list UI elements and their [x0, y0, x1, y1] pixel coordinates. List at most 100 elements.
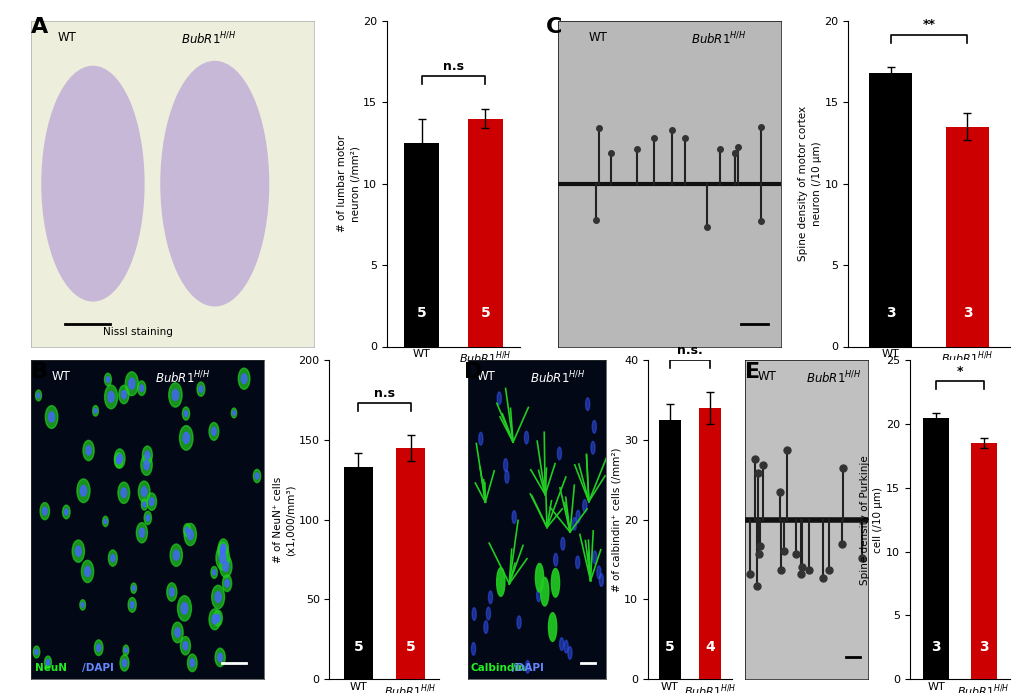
Ellipse shape: [199, 386, 203, 392]
Ellipse shape: [36, 390, 42, 401]
Ellipse shape: [118, 482, 129, 503]
Ellipse shape: [171, 622, 183, 643]
Text: 5: 5: [480, 306, 490, 320]
Ellipse shape: [253, 469, 261, 483]
Ellipse shape: [221, 544, 225, 552]
Ellipse shape: [483, 621, 487, 633]
Ellipse shape: [172, 389, 178, 401]
Y-axis label: Spine density of motor cortex
neuron (/10 μm): Spine density of motor cortex neuron (/1…: [798, 106, 821, 261]
Y-axis label: # of NeuN⁺ cells
(x1,000/mm³): # of NeuN⁺ cells (x1,000/mm³): [272, 477, 296, 563]
Ellipse shape: [106, 377, 109, 383]
Text: E: E: [744, 362, 759, 382]
Text: WT: WT: [58, 30, 76, 44]
Ellipse shape: [49, 412, 54, 422]
Ellipse shape: [46, 660, 50, 665]
Text: WT: WT: [588, 30, 607, 44]
Ellipse shape: [218, 542, 227, 559]
Ellipse shape: [143, 502, 146, 507]
Ellipse shape: [122, 659, 126, 667]
Ellipse shape: [582, 500, 586, 512]
Ellipse shape: [219, 552, 226, 563]
Ellipse shape: [82, 561, 94, 583]
Ellipse shape: [144, 511, 151, 525]
Text: NeuN: NeuN: [36, 663, 67, 673]
Ellipse shape: [85, 566, 91, 577]
Text: WT: WT: [52, 370, 70, 383]
Ellipse shape: [496, 392, 501, 405]
Ellipse shape: [170, 544, 182, 566]
Ellipse shape: [536, 589, 540, 602]
Bar: [468, 119, 502, 346]
Ellipse shape: [144, 460, 149, 470]
Text: 5: 5: [353, 640, 363, 653]
Ellipse shape: [472, 608, 476, 620]
Ellipse shape: [37, 393, 40, 398]
Ellipse shape: [117, 454, 122, 463]
Ellipse shape: [218, 653, 222, 662]
Ellipse shape: [145, 451, 150, 459]
Ellipse shape: [121, 488, 126, 498]
Ellipse shape: [187, 529, 193, 540]
Ellipse shape: [114, 453, 122, 468]
Ellipse shape: [147, 493, 156, 510]
Text: n.s.: n.s.: [677, 344, 702, 357]
Ellipse shape: [197, 382, 205, 396]
Ellipse shape: [42, 67, 144, 301]
Ellipse shape: [76, 479, 90, 502]
Ellipse shape: [212, 570, 215, 575]
Ellipse shape: [183, 432, 190, 444]
Ellipse shape: [114, 449, 125, 468]
Ellipse shape: [150, 498, 154, 506]
Ellipse shape: [220, 547, 224, 554]
Ellipse shape: [525, 660, 529, 673]
Ellipse shape: [553, 553, 557, 566]
Ellipse shape: [130, 583, 137, 593]
Ellipse shape: [146, 515, 150, 521]
Ellipse shape: [140, 528, 145, 537]
Bar: [922, 418, 949, 679]
Ellipse shape: [81, 486, 87, 496]
Ellipse shape: [225, 579, 229, 587]
Text: $BubR1^{H/H}$: $BubR1^{H/H}$: [805, 370, 860, 387]
Ellipse shape: [182, 642, 187, 650]
Ellipse shape: [79, 599, 86, 610]
Ellipse shape: [486, 607, 490, 620]
Bar: [698, 408, 720, 679]
Ellipse shape: [559, 638, 564, 651]
Ellipse shape: [166, 583, 176, 602]
Ellipse shape: [556, 447, 561, 460]
Ellipse shape: [209, 423, 219, 440]
Ellipse shape: [572, 518, 576, 530]
Text: B: B: [31, 362, 48, 382]
Ellipse shape: [143, 446, 152, 464]
Ellipse shape: [86, 446, 91, 455]
Ellipse shape: [120, 655, 128, 671]
Y-axis label: # of lumbar motor
neuron (/mm²): # of lumbar motor neuron (/mm²): [336, 135, 360, 232]
Text: A: A: [31, 17, 48, 37]
Ellipse shape: [219, 555, 231, 577]
Text: 3: 3: [930, 640, 940, 653]
Ellipse shape: [575, 556, 579, 569]
Ellipse shape: [592, 551, 596, 564]
Ellipse shape: [216, 545, 229, 570]
Ellipse shape: [104, 374, 111, 386]
Ellipse shape: [105, 385, 117, 409]
Ellipse shape: [43, 507, 47, 515]
Ellipse shape: [540, 577, 548, 606]
Ellipse shape: [238, 368, 250, 389]
Ellipse shape: [103, 516, 108, 527]
Bar: [395, 448, 425, 679]
Ellipse shape: [124, 648, 127, 653]
Ellipse shape: [599, 574, 603, 586]
Ellipse shape: [35, 649, 38, 655]
Bar: [970, 444, 996, 679]
Ellipse shape: [190, 659, 195, 667]
Ellipse shape: [215, 648, 225, 667]
Text: 3: 3: [884, 306, 895, 320]
Ellipse shape: [222, 575, 231, 592]
Ellipse shape: [592, 421, 596, 433]
Ellipse shape: [169, 588, 174, 596]
Ellipse shape: [548, 613, 556, 642]
Ellipse shape: [128, 597, 137, 612]
Bar: [343, 467, 372, 679]
